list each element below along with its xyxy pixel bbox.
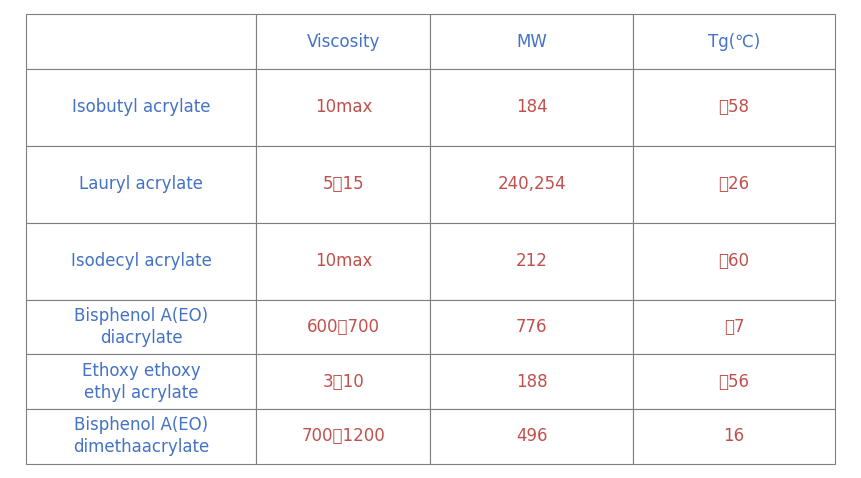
Text: －60: －60 [718,252,750,271]
Text: 184: 184 [516,98,548,117]
Text: Tg(℃): Tg(℃) [708,33,760,51]
Bar [430,69,633,146]
Bar [257,146,430,223]
Text: Ethoxy ethoxy
ethyl acrylate: Ethoxy ethoxy ethyl acrylate [82,362,201,402]
Bar [430,409,633,464]
Text: 496: 496 [516,427,548,445]
Bar [26,69,257,146]
Text: 16: 16 [723,427,745,445]
Bar [430,300,633,354]
Text: Viscosity: Viscosity [307,33,381,51]
Bar [430,223,633,300]
Text: －26: －26 [718,175,750,194]
Text: 240,254: 240,254 [498,175,566,194]
Text: Bisphenol A(EO)
dimethaacrylate: Bisphenol A(EO) dimethaacrylate [73,416,209,456]
Text: －7: －7 [724,318,744,336]
Text: 10max: 10max [315,252,372,271]
Text: 700－1200: 700－1200 [301,427,386,445]
Bar [26,146,257,223]
Bar [430,146,633,223]
Text: 212: 212 [516,252,548,271]
Bar [26,409,257,464]
Bar [257,300,430,354]
Text: Lauryl acrylate: Lauryl acrylate [79,175,203,194]
Bar [26,223,257,300]
Bar [26,14,257,69]
Text: 600－700: 600－700 [307,318,380,336]
Text: Isobutyl acrylate: Isobutyl acrylate [72,98,210,117]
Text: －58: －58 [718,98,750,117]
Bar [26,354,257,409]
Bar [633,409,835,464]
Bar [633,300,835,354]
Bar [633,223,835,300]
Bar [257,14,430,69]
Text: MW: MW [517,33,547,51]
Text: Isodecyl acrylate: Isodecyl acrylate [71,252,212,271]
Text: 5－15: 5－15 [323,175,364,194]
Text: 3－10: 3－10 [323,373,364,391]
Bar [633,69,835,146]
Bar [430,14,633,69]
Bar [257,354,430,409]
Text: 776: 776 [516,318,548,336]
Bar [633,354,835,409]
Bar [633,146,835,223]
Text: Bisphenol A(EO)
diacrylate: Bisphenol A(EO) diacrylate [74,307,208,347]
Bar [257,223,430,300]
Text: 10max: 10max [315,98,372,117]
Bar [257,409,430,464]
Text: 188: 188 [516,373,548,391]
Bar [257,69,430,146]
Bar [26,300,257,354]
Bar [430,354,633,409]
Text: －56: －56 [718,373,750,391]
Bar [633,14,835,69]
